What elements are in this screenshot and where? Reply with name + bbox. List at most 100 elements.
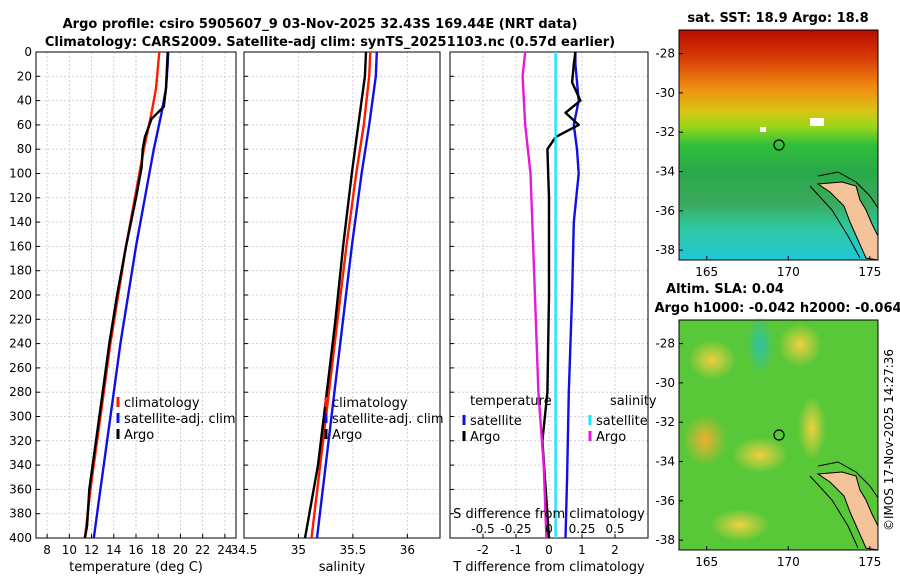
- sla-argo-location: [773, 429, 785, 441]
- ytick-label: 120: [9, 191, 32, 205]
- legend-label: satellite: [470, 414, 522, 429]
- temperature-panel: 0 20 40 60 80 100 120 140 160 180 200 220 240 260 280 3…: [9, 45, 237, 575]
- legend-label: satellite-adj. clim: [332, 412, 444, 427]
- xtick-label: 36: [400, 543, 415, 557]
- map-ytick-label: -36: [655, 494, 675, 508]
- ytick-label: 220: [9, 312, 32, 326]
- legend-label: climatology: [124, 396, 200, 411]
- map-ytick-label: -30: [655, 376, 675, 390]
- xtick-label: -2: [477, 543, 489, 557]
- ytick-label: 400: [9, 531, 32, 545]
- sst-argo-location: [773, 139, 785, 151]
- legend-title-s: salinity: [610, 394, 657, 409]
- xtick-label: 16: [128, 543, 143, 557]
- map-ytick-label: -28: [655, 337, 675, 351]
- x-axis-label: salinity: [319, 560, 366, 575]
- ytick-label: 340: [9, 458, 32, 472]
- legend-label: Argo: [124, 428, 154, 443]
- map-xtick-label: 170: [777, 265, 800, 279]
- map-ytick-label: -32: [655, 125, 675, 139]
- map-ytick-label: -38: [655, 533, 675, 547]
- sla-depth-contour: [809, 475, 859, 549]
- sla-map: 165 170 175 -28 -30 -32 -34 -36 -38: [655, 315, 881, 569]
- ytick-label: 300: [9, 410, 32, 424]
- xtick-label: 24: [217, 543, 232, 557]
- map-ytick-label: -28: [655, 47, 675, 61]
- map-ytick-label: -32: [655, 415, 675, 429]
- sla-low: [746, 315, 774, 375]
- ytick-label: 100: [9, 167, 32, 181]
- xtick-label: 22: [195, 543, 210, 557]
- title-line-1: Argo profile: csiro 5905607_9 03-Nov-202…: [63, 17, 578, 32]
- series-line-argo: [83, 51, 169, 539]
- ytick-label: 320: [9, 434, 32, 448]
- sla-high: [683, 414, 727, 466]
- ytick-label: 360: [9, 482, 32, 496]
- xtick-label: 34.5: [231, 543, 258, 557]
- x-axis-label: T difference from climatology: [452, 560, 645, 575]
- series-line-argo_s: [521, 51, 548, 539]
- series-line-satellite: [564, 52, 580, 539]
- xtick-label: 0: [545, 543, 553, 557]
- sst-depth-contour: [809, 185, 861, 259]
- ytick-label: 40: [17, 94, 32, 108]
- xtick-s-label: 0: [545, 522, 553, 536]
- map-ytick-label: -34: [655, 165, 675, 179]
- x-axis-label: temperature (deg C): [69, 560, 203, 575]
- xtick-label: 1: [578, 543, 586, 557]
- xtick-s-label: -0.25: [500, 522, 531, 536]
- ytick-label: 140: [9, 215, 32, 229]
- xtick-label: 18: [151, 543, 166, 557]
- ytick-label: 160: [9, 239, 32, 253]
- xtick-label: 10: [62, 543, 77, 557]
- ytick-label: 0: [24, 45, 32, 59]
- sla-map-frame: [678, 319, 879, 551]
- map-xtick-label: 165: [695, 265, 718, 279]
- legend-label: satellite-adj. clim: [124, 412, 236, 427]
- sla-map-title-1: Altim. SLA: 0.04: [666, 282, 784, 297]
- legend-label: Argo: [596, 430, 626, 445]
- sla-high: [710, 509, 770, 541]
- legend-label: satellite: [596, 414, 648, 429]
- ytick-label: 240: [9, 337, 32, 351]
- map-ytick-label: -36: [655, 204, 675, 218]
- plot-frame: [35, 51, 237, 539]
- map-xtick-label: 170: [777, 555, 800, 569]
- series-line-argo: [303, 51, 368, 539]
- sla-high: [798, 396, 826, 460]
- xtick-s-label: 0.5: [605, 522, 624, 536]
- sst-coast-contour: [817, 171, 879, 209]
- xtick-label: 20: [173, 543, 188, 557]
- ytick-label: 20: [17, 69, 32, 83]
- title-line-2: Climatology: CARS2009. Satellite-adj cli…: [45, 35, 615, 50]
- sla-high: [688, 340, 736, 380]
- map-xtick-label: 175: [858, 555, 881, 569]
- series-line-argo: [541, 51, 582, 539]
- sla-map-title-2: Argo h1000: -0.042 h2000: -0.064: [654, 301, 900, 316]
- watermark: ©IMOS 17-Nov-2025 14:27:36: [882, 349, 896, 531]
- legend-title-t: temperature: [470, 394, 552, 409]
- xtick-label: 14: [106, 543, 121, 557]
- map-xtick-label: 175: [858, 265, 881, 279]
- sst-land: [816, 181, 879, 261]
- legend-label: Argo: [332, 428, 362, 443]
- xtick-label: 2: [611, 543, 619, 557]
- plot-frame: [243, 51, 441, 539]
- xtick-s-label: -0.5: [471, 522, 494, 536]
- legend-label: climatology: [332, 396, 408, 411]
- sst-map-frame: [678, 29, 879, 261]
- sla-high: [732, 437, 788, 473]
- x-axis-label-s: S difference from climatology: [453, 507, 645, 522]
- ytick-label: 380: [9, 507, 32, 521]
- xtick-label: 35: [291, 543, 306, 557]
- map-ytick-label: -38: [655, 243, 675, 257]
- xtick-label: 35.5: [340, 543, 367, 557]
- series-line-climatology: [310, 51, 372, 539]
- ytick-label: 180: [9, 264, 32, 278]
- ytick-label: 200: [9, 288, 32, 302]
- ytick-label: 280: [9, 385, 32, 399]
- sst-field: [679, 30, 878, 260]
- map-xtick-label: 165: [695, 555, 718, 569]
- sla-coast-contour: [817, 461, 879, 499]
